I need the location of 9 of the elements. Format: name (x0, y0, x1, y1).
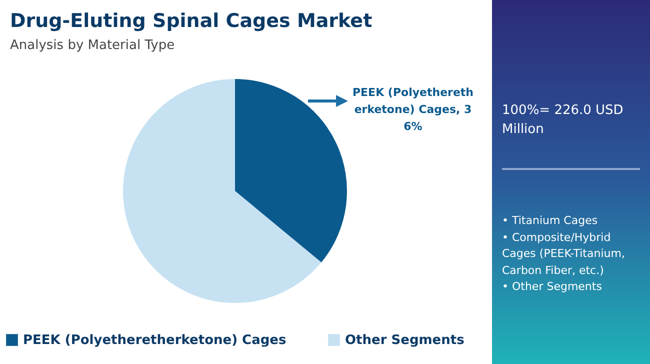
pie-slice (235, 79, 347, 262)
pie-slice (123, 79, 322, 303)
text: 100%= 226.0 USD Million (502, 102, 624, 139)
chart-subtitle: Analysis by Material Type (10, 38, 175, 53)
chart-title: Drug-Eluting Spinal Cages Market (10, 10, 372, 32)
legend-label: PEEK (Polyetheretherketone) Cages (23, 333, 286, 348)
text: • Titanium Cages • Composite/Hybrid Cages (PEEK-Titanium, Carbon Fiber, etc.) • Other Segments (502, 213, 626, 295)
legend-label: Other Segments (345, 333, 465, 348)
data-label: PEEK (Polyetheretherketone) Cages, 36% (352, 85, 474, 136)
